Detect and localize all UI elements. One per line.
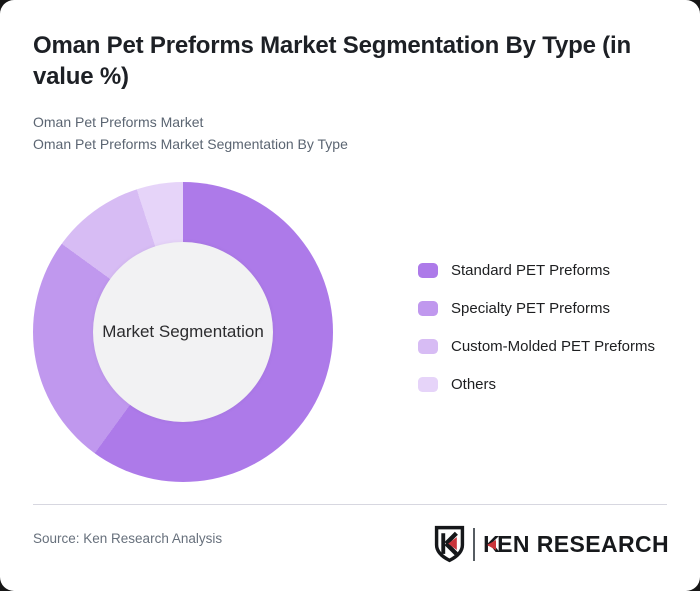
legend-swatch [418,300,438,316]
legend-swatch [418,376,438,392]
red-triangle-icon [487,540,497,550]
legend-swatch [418,338,438,354]
logo-separator [472,527,476,561]
subtitle-line-2: Oman Pet Preforms Market Segmentation By… [33,135,348,152]
ken-research-shield-icon [434,525,464,563]
chart-legend: Standard PET Preforms Specialty PET Pref… [418,262,655,414]
legend-label: Custom-Molded PET Preforms [451,337,655,355]
subtitle-line-1: Oman Pet Preforms Market [33,114,204,130]
ken-research-wordmark: K EN RESEARCH [483,531,669,558]
legend-label: Standard PET Preforms [451,261,610,279]
donut-center-label: Market Segmentation [102,322,264,341]
page-title: Oman Pet Preforms Market Segmentation By… [33,32,631,91]
legend-label: Specialty PET Preforms [451,299,610,317]
donut-chart: Market Segmentation [33,182,333,482]
legend-item: Standard PET Preforms [418,261,655,279]
legend-label: Others [451,375,497,393]
legend-swatch [418,262,438,278]
wordmark-rest: EN RESEARCH [497,530,669,557]
legend-item: Custom-Molded PET Preforms [418,337,655,355]
ken-research-logo: K EN RESEARCH [434,525,669,563]
legend-item: Others [418,375,655,393]
legend-item: Specialty PET Preforms [418,299,655,317]
source-text: Source: Ken Research Analysis [33,531,223,546]
donut-center: Market Segmentation [93,242,273,422]
footer-divider [33,504,667,505]
chart-subtitles: Oman Pet Preforms Market Oman Pet Prefor… [33,112,653,155]
